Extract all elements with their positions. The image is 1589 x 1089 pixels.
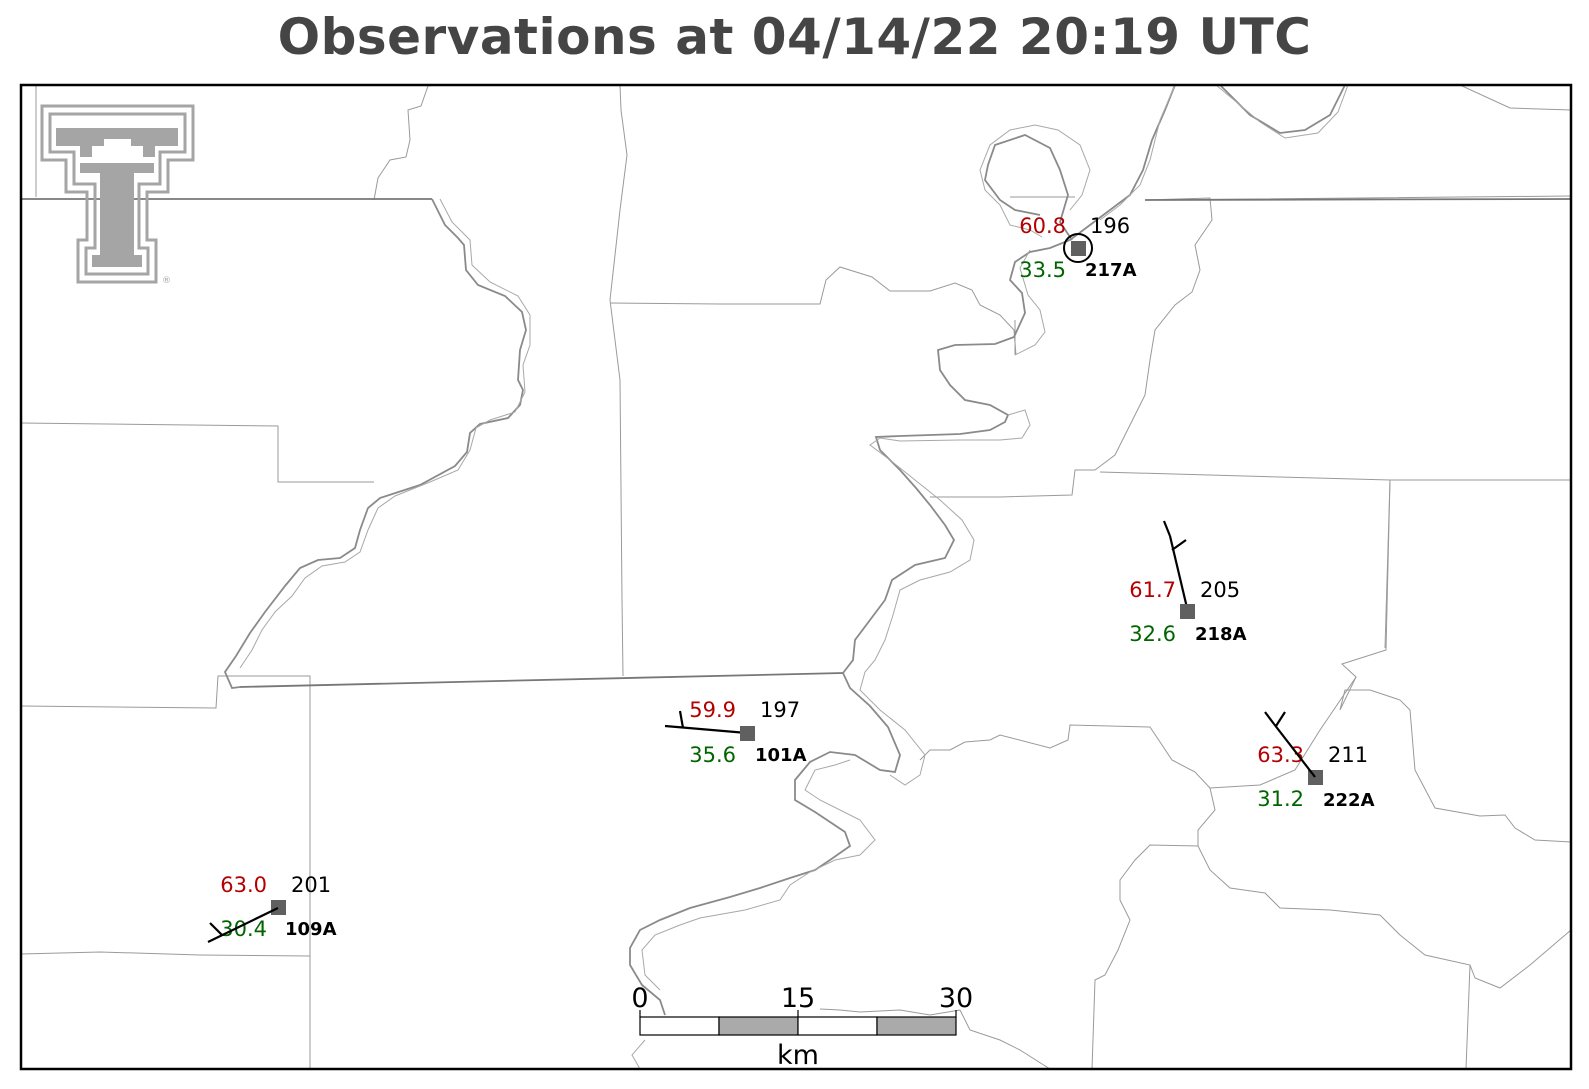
scale-tick-label: 30 bbox=[939, 983, 973, 1014]
station-marker bbox=[271, 900, 286, 915]
wind-direction-label: 205 bbox=[1200, 578, 1240, 602]
river-bank bbox=[239, 85, 1349, 1069]
wind-barb bbox=[664, 710, 748, 735]
station-218A[interactable]: 61.7 205 32.6 218A bbox=[1129, 520, 1247, 646]
county-boundaries bbox=[21, 85, 1571, 1069]
wind-barb bbox=[207, 907, 279, 943]
river bbox=[223, 85, 1346, 1016]
station-id-label: 222A bbox=[1323, 790, 1375, 811]
dewpoint-label: 30.4 bbox=[220, 917, 267, 941]
wind-direction-label: 196 bbox=[1090, 214, 1130, 238]
wind-barb bbox=[1063, 233, 1093, 263]
station-id-label: 109A bbox=[285, 919, 337, 940]
map-title: Observations at 04/14/22 20:19 UTC bbox=[277, 8, 1312, 66]
wind-barb bbox=[1162, 520, 1190, 613]
temperature-label: 60.8 bbox=[1019, 214, 1066, 238]
wind-direction-label: 197 bbox=[760, 698, 800, 722]
state-boundary bbox=[21, 198, 1571, 688]
wind-direction-label: 201 bbox=[291, 873, 331, 897]
station-217A[interactable]: 60.8 196 33.5 217A bbox=[1019, 214, 1136, 282]
station-id-label: 217A bbox=[1085, 260, 1137, 281]
map-frame bbox=[19, 83, 1573, 1071]
scale-tick-label: 15 bbox=[781, 983, 815, 1014]
scale-unit-label: km bbox=[777, 1040, 819, 1071]
temperature-label: 63.0 bbox=[220, 873, 267, 897]
station-marker bbox=[1071, 241, 1086, 256]
station-id-label: 218A bbox=[1195, 624, 1247, 645]
station-id-label: 101A bbox=[755, 745, 807, 766]
station-109A[interactable]: 63.0 201 30.4 109A bbox=[207, 873, 337, 943]
temperature-label: 59.9 bbox=[689, 698, 736, 722]
dewpoint-label: 31.2 bbox=[1257, 787, 1304, 811]
texas-tech-double-t-logo: ® bbox=[40, 104, 195, 286]
dewpoint-label: 35.6 bbox=[689, 743, 736, 767]
wind-barb bbox=[1264, 711, 1316, 778]
station-101A[interactable]: 59.9 197 35.6 101A bbox=[664, 698, 807, 767]
calm-wind-circle bbox=[1063, 233, 1093, 263]
station-marker bbox=[1180, 604, 1195, 619]
scale-tick-label: 0 bbox=[631, 983, 648, 1014]
dewpoint-label: 33.5 bbox=[1019, 258, 1066, 282]
temperature-label: 63.3 bbox=[1257, 743, 1304, 767]
station-marker bbox=[740, 726, 755, 741]
temperature-label: 61.7 bbox=[1129, 578, 1176, 602]
station-222A[interactable]: 63.3 211 31.2 222A bbox=[1257, 711, 1375, 811]
logo-registered-mark: ® bbox=[162, 276, 171, 286]
dewpoint-label: 32.6 bbox=[1129, 622, 1176, 646]
wind-direction-label: 211 bbox=[1328, 743, 1368, 767]
scale-bar: 0 15 30 km bbox=[631, 983, 973, 1071]
